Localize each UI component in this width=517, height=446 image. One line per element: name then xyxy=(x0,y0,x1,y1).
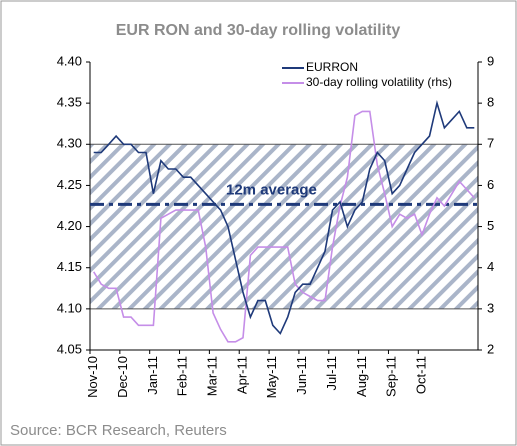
y2-tick-label: 8 xyxy=(487,95,494,110)
x-tick-label: Jan-11 xyxy=(145,356,160,395)
y-tick-label: 4.40 xyxy=(57,53,82,68)
y-tick-label: 4.05 xyxy=(57,341,82,356)
x-tick-label: Sep-11 xyxy=(384,356,399,397)
series-line xyxy=(93,99,475,335)
x-tick-label: Aug-11 xyxy=(354,356,369,397)
x-tick-label: Oct-11 xyxy=(413,356,428,394)
y-tick-label: 4.10 xyxy=(57,300,82,315)
legend-label: EURRON xyxy=(306,60,358,74)
y2-tick-label: 4 xyxy=(487,259,494,274)
x-tick-label: Mar-11 xyxy=(205,356,220,396)
y-tick-label: 4.25 xyxy=(57,177,82,192)
x-tick-label: Feb-11 xyxy=(175,356,190,396)
y-tick-label: 4.30 xyxy=(57,136,82,151)
average-label: 12m average xyxy=(226,181,317,198)
shaded-band xyxy=(90,144,478,309)
x-tick-label: Nov-10 xyxy=(85,356,100,398)
x-tick-label: May-11 xyxy=(264,356,279,398)
y-tick-label: 4.35 xyxy=(57,95,82,110)
y2-tick-label: 3 xyxy=(487,300,494,315)
y-tick-label: 4.20 xyxy=(57,218,82,233)
y2-tick-label: 6 xyxy=(487,177,494,192)
legend-label: 30-day rolling volatility (rhs) xyxy=(306,75,452,89)
y2-tick-label: 9 xyxy=(487,53,494,68)
x-tick-label: Apr-11 xyxy=(234,356,249,394)
x-tick-label: Jul-11 xyxy=(324,356,339,390)
y2-tick-label: 7 xyxy=(487,136,494,151)
y2-tick-label: 5 xyxy=(487,218,494,233)
y2-tick-label: 2 xyxy=(487,341,494,356)
source: Source: BCR Research, Reuters xyxy=(10,422,227,439)
x-tick-label: Jun-11 xyxy=(294,356,309,395)
x-tick-label: Dec-10 xyxy=(115,356,130,398)
series-line xyxy=(93,110,475,343)
y-tick-label: 4.15 xyxy=(57,259,82,274)
chart-title: EUR RON and 30-day rolling volatility xyxy=(116,22,401,39)
